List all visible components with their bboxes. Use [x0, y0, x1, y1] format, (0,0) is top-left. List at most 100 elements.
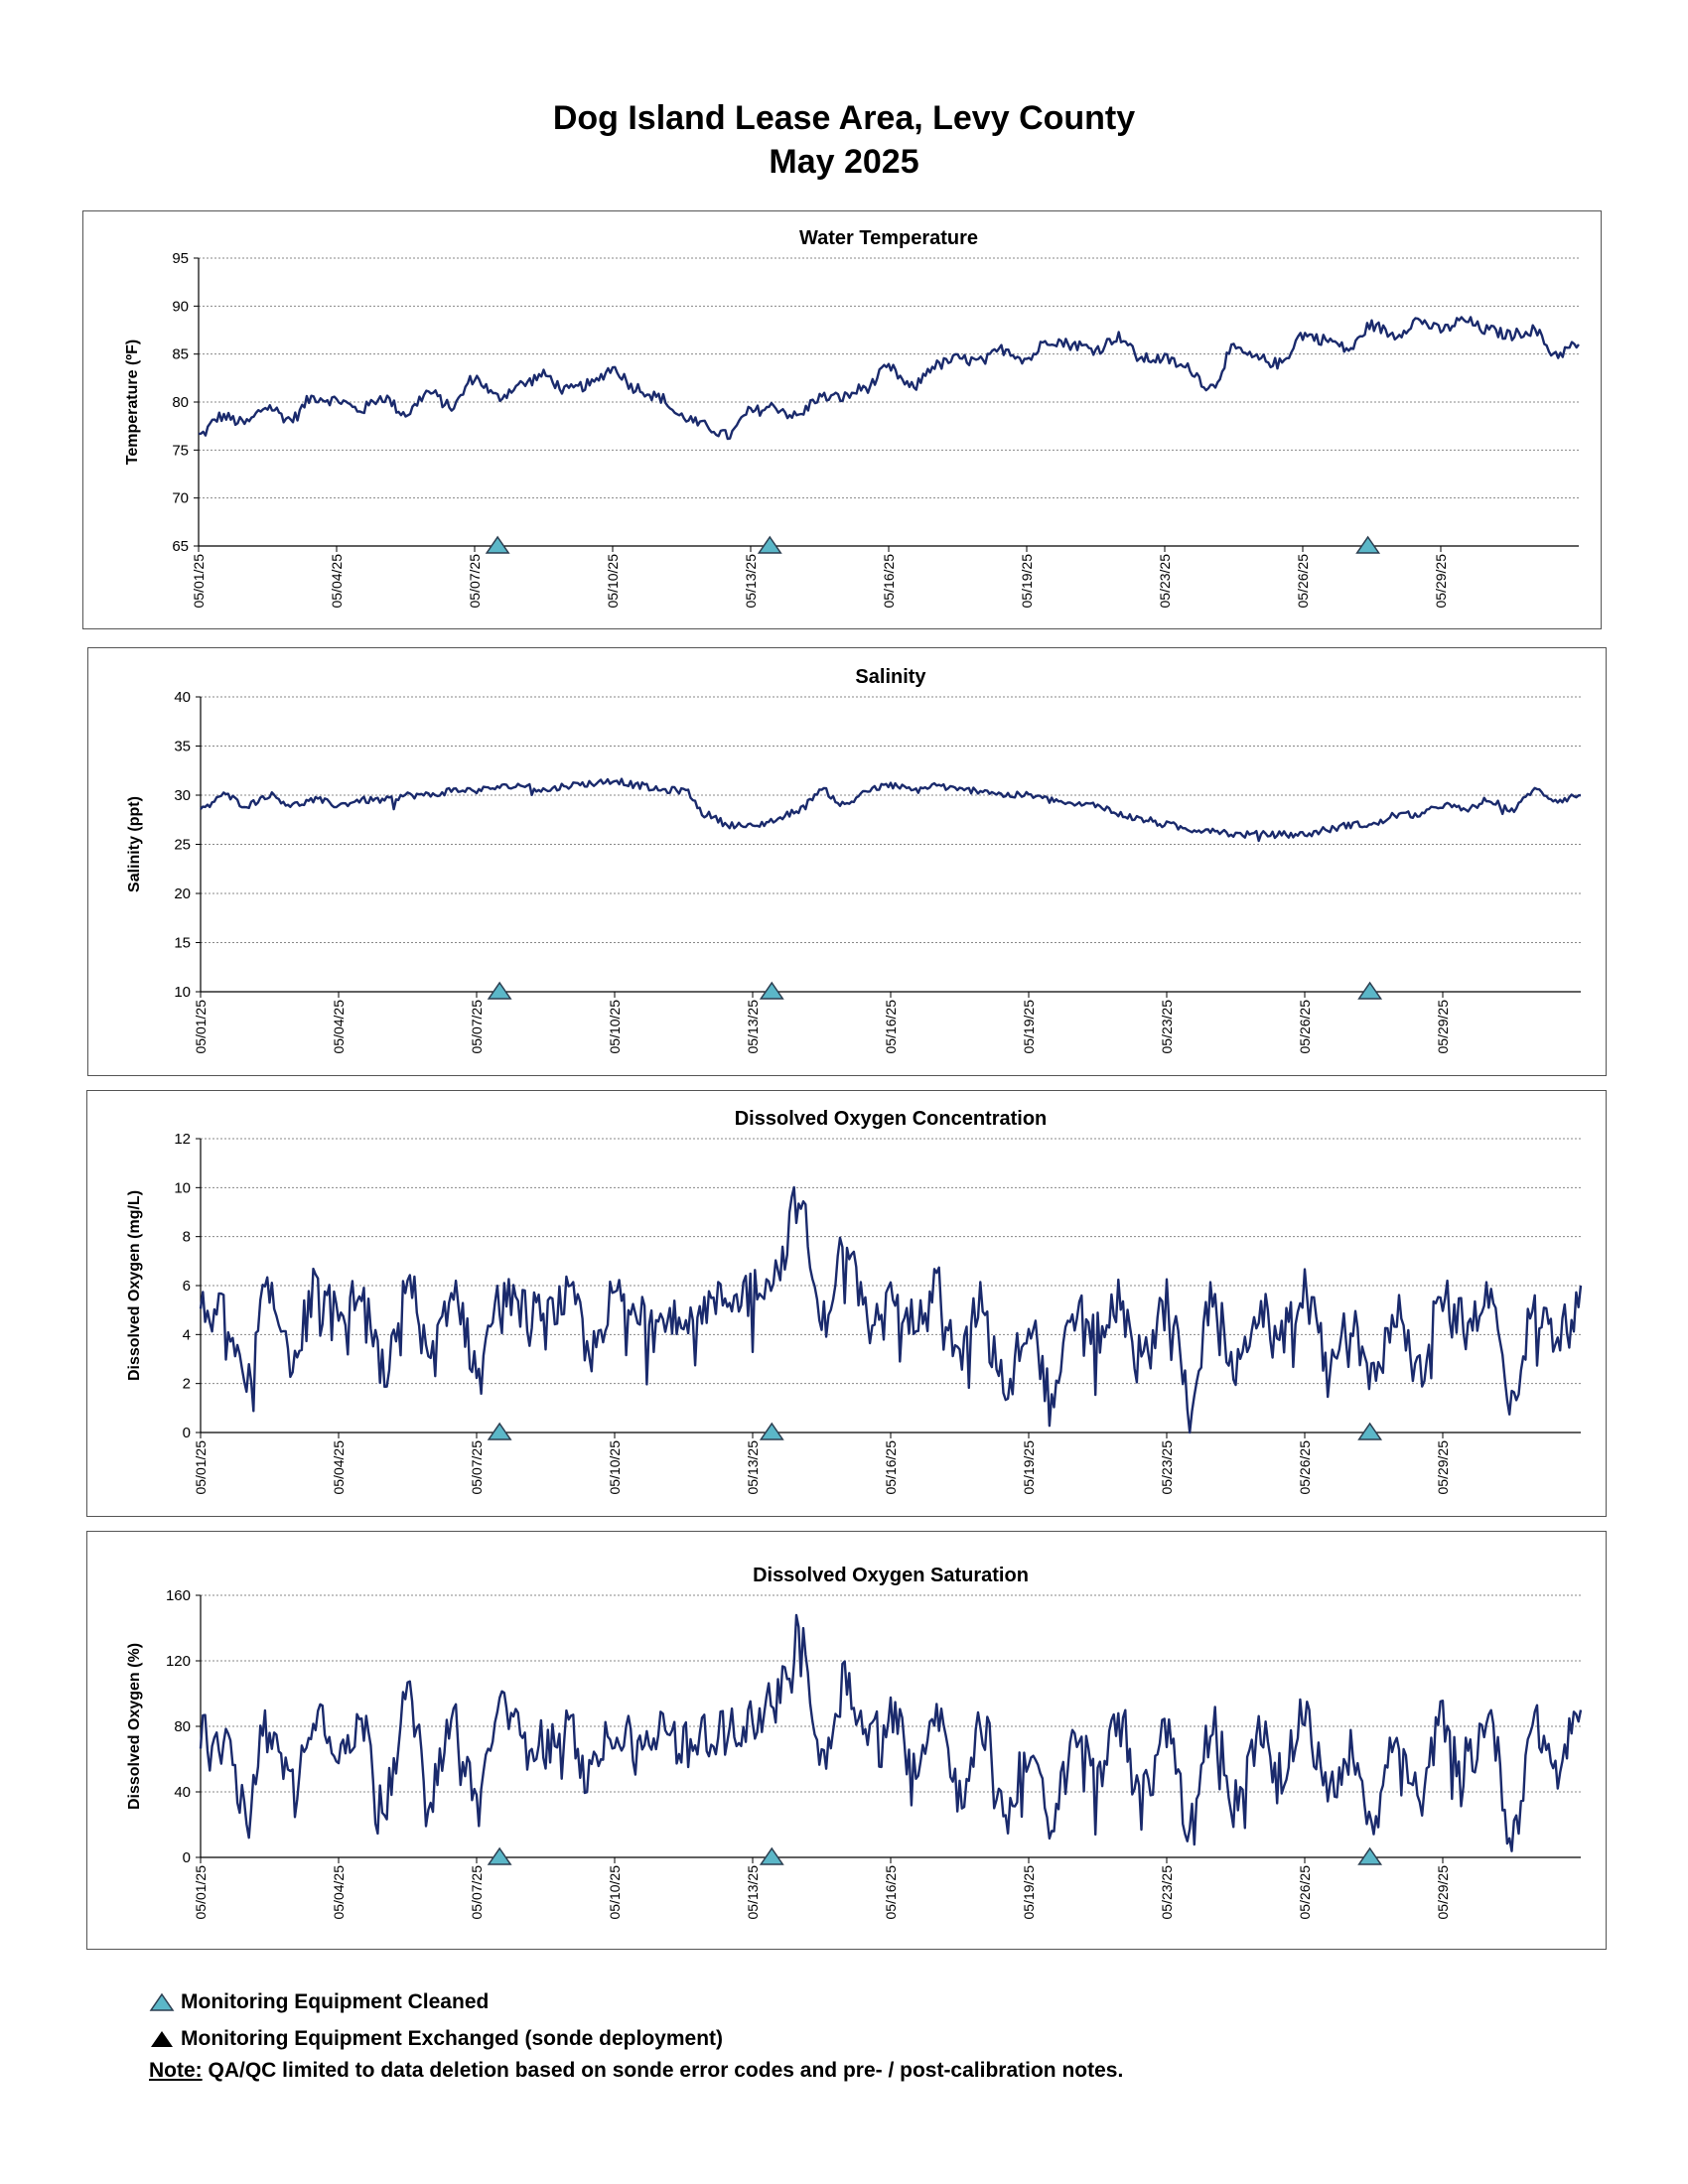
chart-panel-do-concentration: Dissolved Oxygen Concentration Dissolved …	[86, 1090, 1607, 1517]
page-subtitle: May 2025	[769, 143, 919, 181]
x-tick-label: 05/29/25	[1435, 1000, 1451, 1054]
y-tick-label: 0	[183, 1849, 191, 1866]
equipment-cleaned-marker	[759, 981, 784, 1000]
x-tick-label: 05/16/25	[881, 554, 897, 609]
y-tick-label: 6	[183, 1278, 191, 1295]
chart-panel-do-saturation: Dissolved Oxygen Saturation Dissolved Oxy…	[86, 1531, 1607, 1950]
x-tick-label: 05/26/25	[1297, 1000, 1313, 1054]
y-tick-label: 10	[174, 1179, 191, 1196]
legend-exchanged-label: Monitoring Equipment Exchanged (sonde de…	[181, 2027, 724, 2050]
y-axis-label: Dissolved Oxygen (%)	[126, 1643, 143, 1810]
chart-title: Salinity	[855, 666, 926, 688]
y-tick-label: 4	[183, 1326, 191, 1343]
equipment-cleaned-marker	[1357, 1422, 1383, 1440]
y-tick-label: 80	[172, 394, 189, 411]
x-tick-label: 05/19/25	[1021, 1000, 1037, 1054]
x-tick-label: 05/13/25	[745, 1440, 761, 1495]
y-tick-label: 40	[174, 689, 191, 706]
y-tick-label: 35	[174, 739, 191, 755]
x-tick-label: 05/10/25	[607, 1865, 623, 1920]
page-title: Dog Island Lease Area, Levy County	[552, 99, 1136, 137]
x-tick-label: 05/04/25	[331, 1440, 347, 1495]
equipment-cleaned-marker	[1357, 981, 1383, 1000]
x-tick-label: 05/26/25	[1297, 1440, 1313, 1495]
x-tick-label: 05/01/25	[193, 1865, 209, 1920]
y-tick-label: 95	[172, 250, 189, 267]
chart-temperature: Water Temperature Temperature (ºF) 65 70 75 8…	[124, 227, 1580, 609]
y-axis-label: Salinity (ppt)	[126, 796, 143, 892]
x-tick-label: 05/07/25	[469, 1000, 485, 1054]
equipment-cleaned-marker	[487, 981, 512, 1000]
chart-do-saturation: Dissolved Oxygen Saturation Dissolved Oxy…	[126, 1565, 1583, 1920]
x-tick-label: 05/19/25	[1019, 554, 1035, 609]
y-tick-label: 70	[172, 490, 189, 507]
chart-title: Dissolved Oxygen Concentration	[735, 1108, 1048, 1130]
x-tick-label: 05/29/25	[1435, 1865, 1451, 1920]
equipment-cleaned-marker	[485, 535, 510, 554]
equipment-cleaned-marker	[759, 1846, 784, 1865]
y-tick-label: 20	[174, 886, 191, 902]
x-tick-label: 05/10/25	[607, 1000, 623, 1054]
y-tick-label: 80	[174, 1718, 191, 1735]
series-line	[199, 1185, 1583, 1434]
legend-exchanged: Monitoring Equipment Exchanged (sonde de…	[149, 2027, 723, 2051]
x-tick-label: 05/04/25	[331, 1000, 347, 1054]
x-tick-label: 05/07/25	[469, 1440, 485, 1495]
y-tick-label: 65	[172, 538, 189, 555]
chart-title: Dissolved Oxygen Saturation	[753, 1565, 1029, 1586]
equipment-cleaned-marker	[487, 1846, 512, 1865]
y-axis-label: Dissolved Oxygen (mg/L)	[126, 1190, 143, 1381]
series-line	[198, 316, 1580, 441]
x-tick-label: 05/26/25	[1297, 1865, 1313, 1920]
x-tick-label: 05/13/25	[745, 1000, 761, 1054]
series-line	[199, 1613, 1583, 1852]
x-tick-label: 05/07/25	[469, 1865, 485, 1920]
equipment-cleaned-marker	[487, 1422, 512, 1440]
equipment-cleaned-marker	[1357, 1846, 1383, 1865]
x-tick-label: 05/23/25	[1159, 1000, 1175, 1054]
y-tick-label: 12	[174, 1131, 191, 1148]
exchanged-triangle-icon	[151, 2031, 173, 2048]
y-tick-label: 25	[174, 837, 191, 854]
y-tick-label: 15	[174, 935, 191, 952]
chart-do-concentration: Dissolved Oxygen Concentration Dissolved …	[126, 1108, 1583, 1495]
x-tick-label: 05/19/25	[1021, 1865, 1037, 1920]
chart-title: Water Temperature	[799, 227, 978, 249]
x-tick-label: 05/13/25	[745, 1865, 761, 1920]
x-tick-label: 05/19/25	[1021, 1440, 1037, 1495]
y-tick-label: 2	[183, 1376, 191, 1393]
x-tick-label: 05/23/25	[1159, 1440, 1175, 1495]
y-tick-label: 90	[172, 298, 189, 315]
x-tick-label: 05/16/25	[883, 1000, 899, 1054]
x-tick-label: 05/01/25	[193, 1000, 209, 1054]
y-tick-label: 0	[183, 1425, 191, 1441]
x-tick-label: 05/16/25	[883, 1865, 899, 1920]
legend-cleaned: Monitoring Equipment Cleaned	[149, 1990, 489, 2014]
cleaned-triangle-icon	[149, 1993, 175, 2012]
y-tick-label: 75	[172, 442, 189, 459]
y-tick-label: 120	[166, 1653, 191, 1670]
qaqc-note: Note: QA/QC limited to data deletion bas…	[149, 2059, 1123, 2083]
x-tick-label: 05/04/25	[329, 554, 345, 609]
equipment-cleaned-marker	[757, 535, 782, 554]
series-line	[200, 777, 1582, 843]
x-tick-label: 05/26/25	[1295, 554, 1311, 609]
x-tick-label: 05/29/25	[1435, 1440, 1451, 1495]
x-tick-label: 05/01/25	[191, 554, 207, 609]
x-tick-label: 05/23/25	[1159, 1865, 1175, 1920]
y-tick-label: 160	[166, 1587, 191, 1604]
x-tick-label: 05/07/25	[467, 554, 483, 609]
y-tick-label: 30	[174, 787, 191, 804]
equipment-cleaned-marker	[1355, 535, 1381, 554]
y-tick-label: 8	[183, 1229, 191, 1246]
chart-panel-salinity: Salinity Salinity (ppt) 10 15 20 25 30 35 40 05/0…	[87, 647, 1607, 1076]
x-tick-label: 05/23/25	[1157, 554, 1173, 609]
note-text: QA/QC limited to data deletion based on …	[202, 2059, 1124, 2082]
x-tick-label: 05/01/25	[193, 1440, 209, 1495]
y-axis-label: Temperature (ºF)	[124, 340, 141, 465]
x-tick-label: 05/10/25	[607, 1440, 623, 1495]
x-tick-label: 05/04/25	[331, 1865, 347, 1920]
equipment-cleaned-marker	[759, 1422, 784, 1440]
y-tick-label: 10	[174, 984, 191, 1001]
y-tick-label: 85	[172, 346, 189, 363]
